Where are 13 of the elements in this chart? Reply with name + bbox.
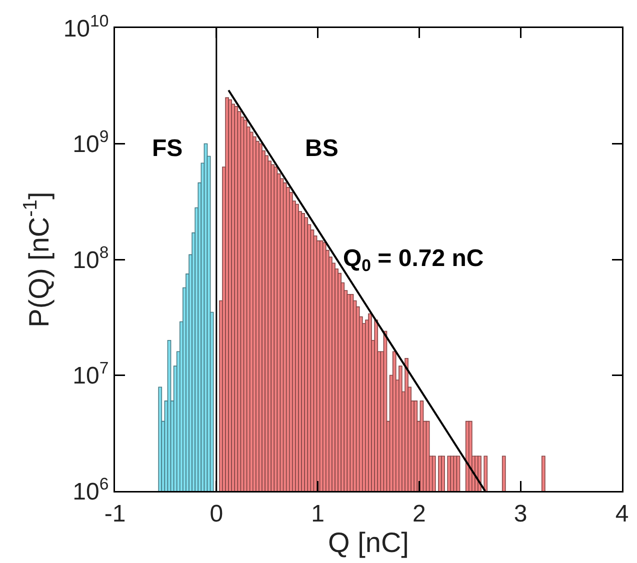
annotation: BS: [305, 135, 338, 162]
x-axis-title: Q [nC]: [328, 527, 409, 558]
y-tick-label: 10$^{8}$: [72, 242, 109, 274]
annotation: Q$_{0}$ = 0.72 nC: [343, 245, 484, 276]
x-tick-label: 0: [210, 500, 224, 528]
x-tick-label: 4: [615, 500, 629, 528]
annotation: FS: [152, 135, 183, 162]
x-tick-label: 2: [412, 500, 426, 528]
y-tick-label: 10$^{9}$: [72, 127, 109, 158]
x-tick-label: 3: [514, 500, 528, 528]
y-tick-label: 10$^{7}$: [72, 358, 109, 390]
y-tick-label: 10$^{10}$: [63, 11, 109, 42]
x-tick-label: 1: [311, 500, 324, 528]
